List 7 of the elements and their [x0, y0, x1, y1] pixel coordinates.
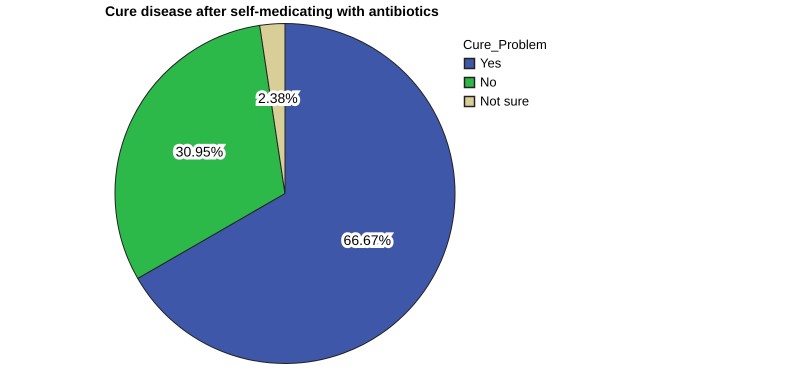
legend-label: Yes: [480, 56, 502, 70]
legend-label: Not sure: [480, 94, 530, 108]
legend-label: No: [480, 74, 497, 90]
chart-title: Cure disease after self-medicating with antibiotics: [105, 3, 439, 19]
legend-title: Cure_Problem: [463, 37, 547, 52]
data-label: 66.67%: [344, 232, 392, 248]
data-label: 30.95%: [176, 143, 224, 160]
